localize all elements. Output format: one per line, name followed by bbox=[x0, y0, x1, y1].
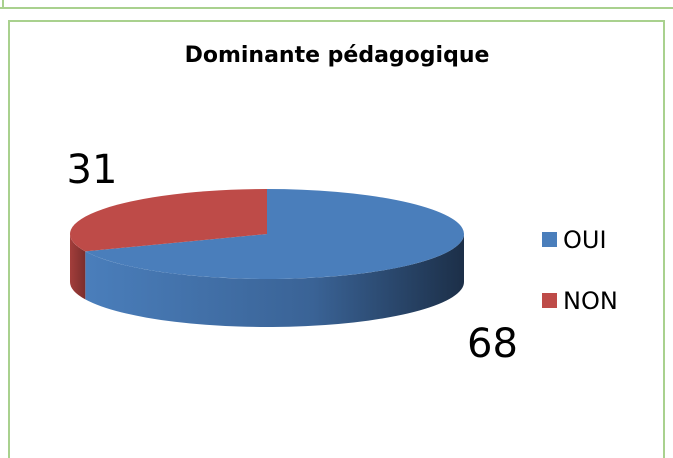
legend-swatch bbox=[542, 293, 557, 308]
pie-side bbox=[70, 234, 86, 300]
pie-side bbox=[85, 234, 464, 327]
legend-label: NON bbox=[563, 287, 618, 315]
data-label: 31 bbox=[67, 147, 118, 193]
data-label: 68 bbox=[467, 321, 518, 367]
pie-slice bbox=[85, 189, 465, 279]
pie-slice bbox=[70, 189, 267, 252]
legend-label: OUI bbox=[563, 226, 607, 254]
chart-title: Dominante pédagogique bbox=[185, 43, 490, 68]
legend-swatch bbox=[542, 232, 557, 247]
